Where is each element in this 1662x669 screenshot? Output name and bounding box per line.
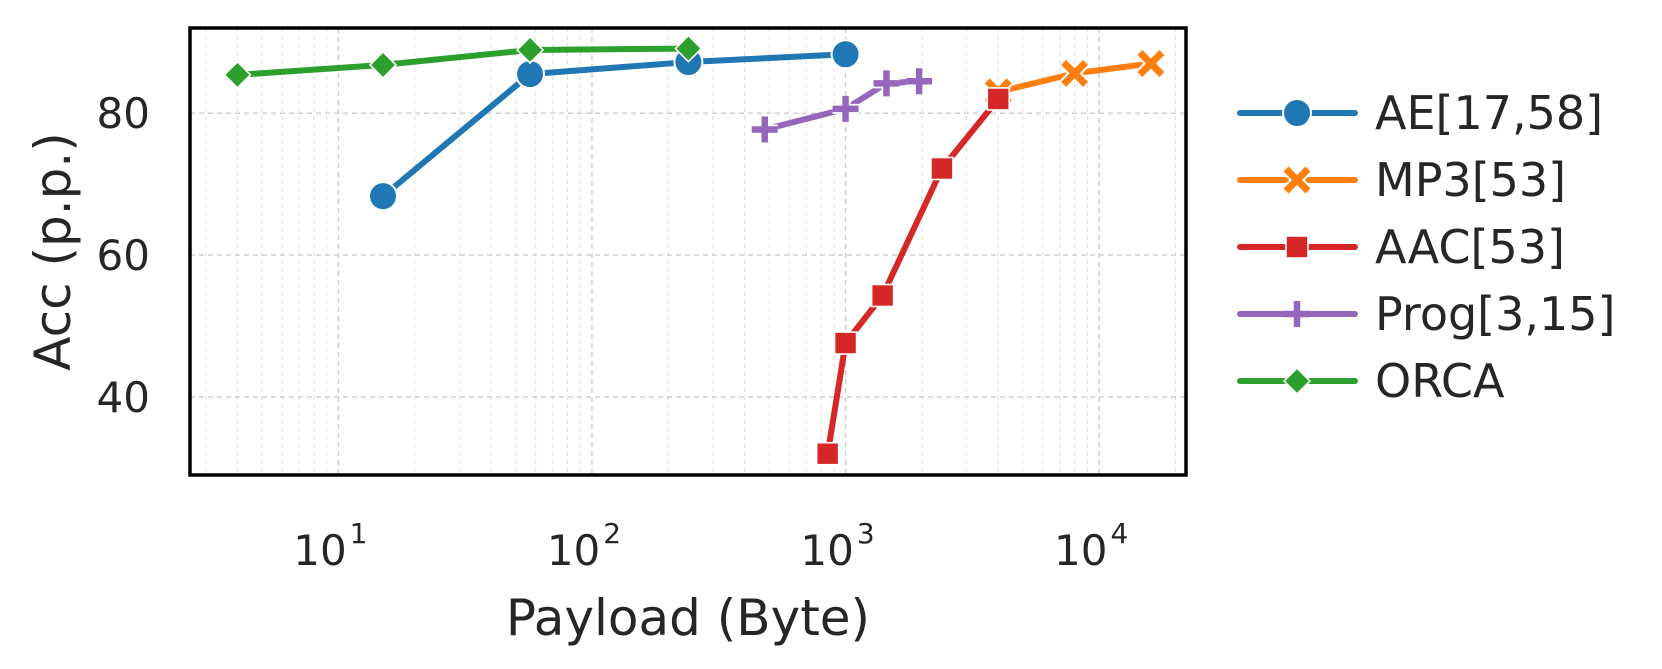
legend-label: ORCA [1375, 354, 1505, 408]
legend-label: MP3[53] [1375, 153, 1566, 207]
legend-label: AAC[53] [1375, 220, 1565, 274]
series-aac-53 [815, 87, 1011, 466]
series-prog-3-15 [751, 68, 933, 143]
data-point [873, 70, 900, 97]
legend-item-aac-53: AAC[53] [1237, 220, 1565, 274]
legend-item-ae-17-58: AE[17,58] [1237, 86, 1603, 140]
data-point [674, 34, 703, 63]
legend-marker [1282, 165, 1312, 195]
y-axis-ticks: 40 60 80 [97, 89, 150, 422]
data-point [830, 39, 861, 70]
data-point [223, 60, 252, 89]
x-tick-label: 10 4 [1054, 517, 1128, 575]
series-orca [223, 34, 703, 89]
x-tick-label: 10 1 [293, 517, 367, 575]
data-point [751, 116, 778, 143]
data-point [986, 87, 1011, 111]
legend-marker [1282, 366, 1312, 396]
series-line [234, 45, 692, 78]
legend-marker [1282, 98, 1312, 128]
y-tick-label: 60 [97, 231, 150, 280]
data-point [515, 35, 545, 65]
grid-layer [190, 28, 1186, 475]
data-point [870, 283, 895, 308]
data-point [833, 331, 858, 355]
y-axis-label: Acc (p.p.) [24, 132, 82, 370]
data-point [906, 68, 933, 95]
legend-item-orca: ORCA [1237, 354, 1505, 408]
data-point [815, 441, 840, 466]
legend-item-prog-3-15: Prog[3,15] [1237, 287, 1616, 341]
data-point [515, 59, 546, 90]
legend-label: AE[17,58] [1375, 86, 1603, 140]
data-point [1059, 58, 1090, 89]
series-line [380, 51, 849, 200]
legend-item-mp3-53: MP3[53] [1237, 153, 1566, 207]
legend: AE[17,58] MP3[53] AAC[53] Prog[3,15] ORCA [1237, 86, 1616, 408]
x-axis-ticks: 10 1 10 2 10 3 10 4 [293, 517, 1128, 575]
legend-marker [1285, 235, 1309, 259]
y-tick-label: 80 [97, 89, 150, 138]
series-line [824, 95, 1002, 457]
data-point [1136, 48, 1166, 79]
x-tick-label: 10 2 [547, 517, 621, 575]
legend-marker [1284, 301, 1310, 327]
data-point [368, 181, 399, 212]
legend-label: Prog[3,15] [1375, 287, 1616, 341]
plot-frame [188, 26, 1188, 477]
series-line [761, 78, 923, 133]
series-layer [223, 34, 1166, 466]
x-tick-label: 10 3 [800, 517, 874, 575]
x-axis-label: Payload (Byte) [506, 589, 870, 647]
data-point [930, 156, 954, 181]
y-tick-label: 40 [97, 373, 150, 422]
data-point [368, 50, 398, 80]
data-point [832, 95, 859, 122]
